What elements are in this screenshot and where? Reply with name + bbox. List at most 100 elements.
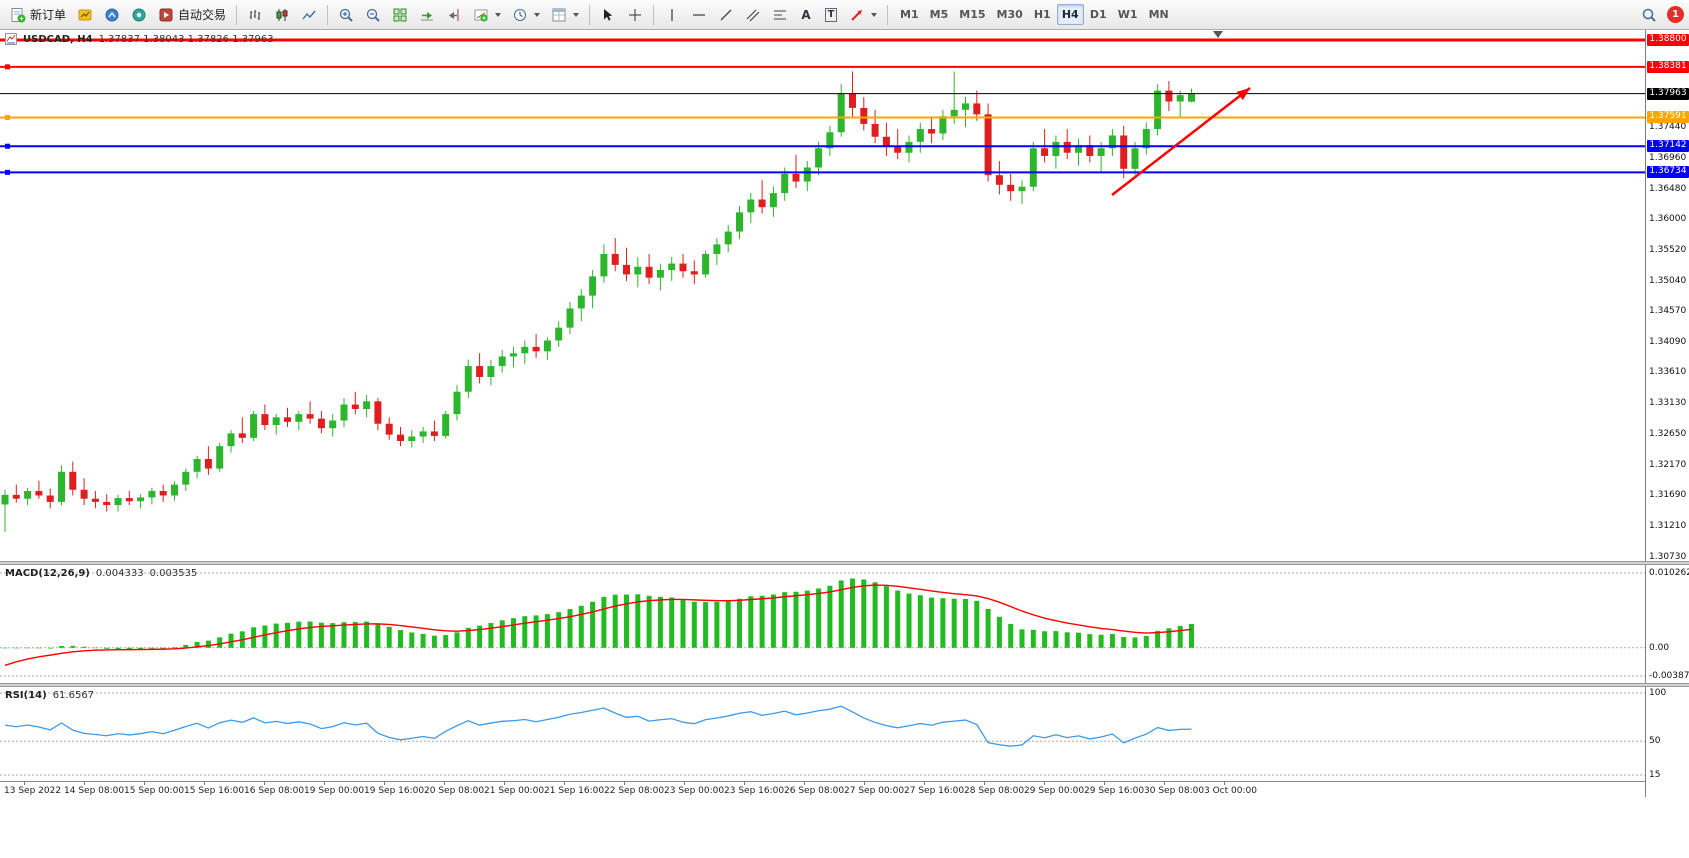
navigator-button[interactable] [126, 3, 152, 27]
support-price-badge: 1.37142 [1647, 140, 1689, 153]
price-chart-panel[interactable]: USDCAD, H4 1.37837 1.38043 1.37826 1.379… [0, 30, 1645, 561]
trendline-button[interactable] [713, 3, 739, 27]
macd-bar [81, 646, 87, 648]
candlestick-chart-button[interactable] [269, 3, 295, 27]
templates-button[interactable] [546, 3, 584, 27]
notification-badge[interactable]: 1 [1667, 6, 1684, 23]
candle [769, 193, 777, 208]
candle [634, 266, 642, 275]
time-label: 20 Sep 08:00 [424, 786, 485, 796]
trend-arrow-head[interactable] [1236, 88, 1250, 101]
time-label: 13 Sep 2022 [4, 786, 62, 796]
text-label-icon: T [824, 7, 838, 22]
macd-bar [974, 600, 980, 648]
timeframe-m30[interactable]: M30 [992, 4, 1028, 25]
macd-bar [578, 605, 584, 648]
cursor-button[interactable] [595, 3, 621, 27]
panel-separator[interactable] [0, 561, 1689, 565]
macd-bar [680, 599, 686, 648]
line-chart-button[interactable] [296, 3, 322, 27]
timeframe-mn[interactable]: MN [1144, 4, 1174, 25]
candle [1188, 93, 1195, 102]
chart-shift-button[interactable] [441, 3, 467, 27]
tile-windows-button[interactable] [387, 3, 413, 27]
time-tick [744, 782, 745, 785]
periods-button[interactable] [507, 3, 545, 27]
candle [58, 471, 65, 502]
candle [510, 353, 517, 357]
bar-chart-button[interactable] [242, 3, 268, 27]
timeframe-m1[interactable]: M1 [895, 4, 924, 25]
candle [125, 498, 133, 502]
line-handle[interactable] [5, 169, 10, 175]
macd-panel[interactable]: MACD(12,26,9) 0.004333 0.003535 [0, 565, 1645, 683]
toolbar: 新订单 自动交易 [0, 0, 1689, 30]
timeframe-h4[interactable]: H4 [1056, 4, 1084, 25]
price-tick: 1.35520 [1649, 245, 1687, 256]
price-chart-canvas[interactable] [0, 30, 1645, 561]
rsi-panel[interactable]: RSI(14) 61.6567 [0, 687, 1645, 781]
quotes-button[interactable] [72, 3, 98, 27]
line-handle[interactable] [5, 143, 10, 149]
crosshair-button[interactable] [622, 3, 648, 27]
current-price-price-badge: 1.37963 [1647, 87, 1689, 100]
market-watch-button[interactable] [99, 3, 125, 27]
macd-bar [1121, 637, 1127, 648]
timeframe-w1[interactable]: W1 [1113, 4, 1143, 25]
vertical-line-button[interactable] [659, 3, 685, 27]
candle [758, 199, 766, 208]
time-label: 14 Sep 08:00 [64, 786, 125, 796]
horizontal-line-icon [691, 7, 707, 23]
timeframe-m15[interactable]: M15 [954, 4, 990, 25]
arrow-tool-icon [849, 7, 865, 23]
line-handle[interactable] [5, 114, 10, 120]
panel-separator[interactable] [0, 683, 1689, 687]
search-button[interactable] [1636, 3, 1662, 27]
macd-bar [985, 608, 991, 648]
zoom-in-button[interactable] [333, 3, 359, 27]
arrows-button[interactable] [844, 3, 882, 27]
auto-scroll-button[interactable] [414, 3, 440, 27]
line-handle[interactable] [5, 64, 10, 70]
time-axis[interactable]: 13 Sep 2022 14 Sep 08:00 15 Sep 00:00 15 Se… [0, 781, 1645, 797]
time-label: 30 Sep 08:00 [1144, 786, 1205, 796]
chart-shift-marker[interactable] [1213, 31, 1223, 38]
zoom-out-button[interactable] [360, 3, 386, 27]
macd-bar [115, 647, 121, 649]
macd-bar [364, 621, 370, 648]
price-tick: 1.36000 [1649, 214, 1687, 225]
rsi-axis-label: 100 [1649, 688, 1667, 698]
new-order-button[interactable]: 新订单 [5, 3, 71, 27]
macd-bar [963, 598, 968, 648]
time-tick [1224, 782, 1225, 785]
time-tick [864, 782, 865, 785]
channel-button[interactable] [740, 3, 766, 27]
candle [973, 103, 981, 115]
rsi-canvas[interactable] [0, 687, 1645, 781]
macd-canvas[interactable] [0, 565, 1645, 683]
timeframe-d1[interactable]: D1 [1085, 4, 1112, 25]
autotrading-button[interactable]: 自动交易 [153, 3, 231, 27]
text-label-button[interactable]: T [819, 3, 843, 27]
macd-bar [341, 622, 347, 648]
time-label: 28 Sep 08:00 [964, 786, 1025, 796]
fibonacci-button[interactable] [767, 3, 793, 27]
timeframe-h1[interactable]: H1 [1029, 4, 1056, 25]
macd-bar [330, 623, 336, 648]
horizontal-line-button[interactable] [686, 3, 712, 27]
macd-bar [1053, 631, 1059, 648]
indicators-button[interactable] [468, 3, 506, 27]
time-label: 29 Sep 16:00 [1084, 786, 1145, 796]
macd-bar [544, 614, 550, 648]
text-button[interactable]: A [794, 3, 818, 27]
macd-bar [951, 598, 957, 648]
rsi-line [4, 705, 1192, 747]
price-axis[interactable]: 1.37440 1.36960 1.36480 1.36000 1.35520 1.350… [1645, 30, 1689, 797]
trend-arrow[interactable] [1111, 87, 1251, 196]
candle [351, 404, 359, 410]
candle [329, 420, 337, 429]
candle [1154, 90, 1162, 130]
candle [91, 498, 99, 502]
macd-bar [567, 609, 573, 648]
timeframe-m5[interactable]: M5 [925, 4, 954, 25]
